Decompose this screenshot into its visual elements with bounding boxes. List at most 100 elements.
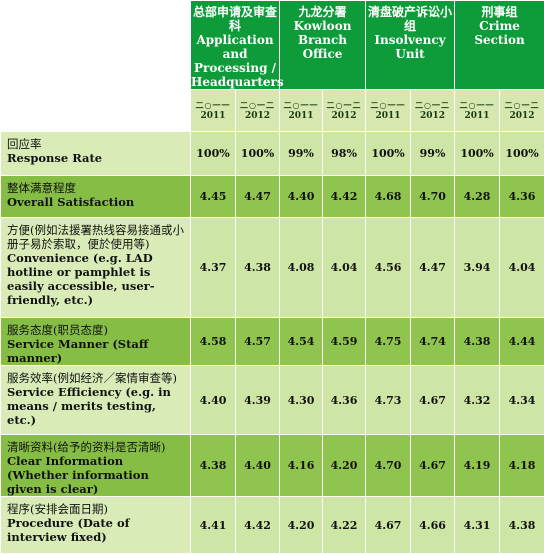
row-label-en: Response Rate — [7, 151, 186, 165]
value-cell: 4.04 — [500, 218, 544, 318]
row-label: 清晰资料(给予的资料是否清晰)Clear Information (Whethe… — [1, 435, 191, 497]
value-cell: 4.19 — [455, 435, 500, 497]
row-label-en: Convenience (e.g. LAD hotline or pamphle… — [7, 251, 186, 307]
year-zh: 二○一一 — [366, 100, 410, 111]
row-label: 服务效率(例如经济／案情审查等)Service Efficiency (e.g.… — [1, 366, 191, 435]
year-zh: 二○一一 — [280, 100, 322, 111]
value-cell: 4.38 — [455, 318, 500, 366]
year-zh: 二○一二 — [500, 100, 544, 111]
year-zh: 二○一一 — [455, 100, 499, 111]
value-cell: 4.45 — [191, 176, 236, 218]
row-label-zh: 整体满意程度 — [7, 181, 186, 195]
row-label-zh: 回应率 — [7, 137, 186, 151]
table-row: 清晰资料(给予的资料是否清晰)Clear Information (Whethe… — [1, 435, 544, 497]
value-cell: 4.16 — [280, 435, 323, 497]
value-cell: 4.68 — [366, 176, 411, 218]
value-cell: 4.37 — [191, 218, 236, 318]
group-zh: 九龙分署 — [280, 5, 365, 19]
row-label-en: Clear Information (Whether information g… — [7, 454, 186, 496]
year-zh: 二○一二 — [236, 100, 279, 111]
row-label-en: Service Manner (Staff manner) — [7, 337, 186, 365]
group-en: Crime Section — [455, 19, 544, 47]
year-num: 2012 — [236, 111, 279, 122]
value-cell: 4.41 — [191, 497, 236, 554]
value-cell: 99% — [280, 132, 323, 176]
value-cell: 4.47 — [411, 218, 455, 318]
value-cell: 4.44 — [500, 318, 544, 366]
row-label-zh: 清晰资料(给予的资料是否清晰) — [7, 440, 186, 454]
value-cell: 4.40 — [191, 366, 236, 435]
row-label-zh: 程序(安排会面日期) — [7, 502, 186, 516]
group-zh: 清盘破产诉讼小组 — [366, 5, 454, 33]
value-cell: 4.40 — [280, 176, 323, 218]
group-header-kowloon: 九龙分署 Kowloon Branch Office — [280, 1, 366, 90]
value-cell: 4.67 — [411, 435, 455, 497]
value-cell: 4.30 — [280, 366, 323, 435]
value-cell: 99% — [411, 132, 455, 176]
value-cell: 4.67 — [411, 366, 455, 435]
row-label: 服务态度(职员态度)Service Manner (Staff manner) — [1, 318, 191, 366]
value-cell: 4.38 — [236, 218, 280, 318]
row-label-zh: 方便(例如法援署热线容易接通或小册子易於索取，便於使用等) — [7, 223, 186, 251]
value-cell: 4.04 — [323, 218, 366, 318]
table-row: 方便(例如法援署热线容易接通或小册子易於索取，便於使用等)Convenience… — [1, 218, 544, 318]
year-num: 2012 — [500, 111, 544, 122]
value-cell: 4.38 — [500, 497, 544, 554]
value-cell: 4.36 — [500, 176, 544, 218]
value-cell: 4.67 — [366, 497, 411, 554]
year-num: 2011 — [366, 111, 410, 122]
table-row: 服务态度(职员态度)Service Manner (Staff manner)4… — [1, 318, 544, 366]
group-en: Kowloon Branch Office — [280, 19, 365, 61]
year-num: 2011 — [280, 111, 322, 122]
year-num: 2012 — [411, 111, 454, 122]
value-cell: 4.22 — [323, 497, 366, 554]
value-cell: 4.31 — [455, 497, 500, 554]
value-cell: 100% — [455, 132, 500, 176]
year-zh: 二○一二 — [323, 100, 365, 111]
group-header-application: 总部申请及审查科 Application and Processing / He… — [191, 1, 280, 90]
value-cell: 4.40 — [236, 435, 280, 497]
value-cell: 4.57 — [236, 318, 280, 366]
value-cell: 4.58 — [191, 318, 236, 366]
value-cell: 4.20 — [323, 435, 366, 497]
value-cell: 4.36 — [323, 366, 366, 435]
value-cell: 4.28 — [455, 176, 500, 218]
year-num: 2011 — [455, 111, 499, 122]
value-cell: 4.66 — [411, 497, 455, 554]
group-zh: 刑事组 — [455, 5, 544, 19]
year-zh: 二○一二 — [411, 100, 454, 111]
row-label-en: Overall Satisfaction — [7, 195, 186, 209]
value-cell: 4.74 — [411, 318, 455, 366]
value-cell: 3.94 — [455, 218, 500, 318]
value-cell: 100% — [366, 132, 411, 176]
value-cell: 4.42 — [323, 176, 366, 218]
value-cell: 4.08 — [280, 218, 323, 318]
table-row: 服务效率(例如经济／案情审查等)Service Efficiency (e.g.… — [1, 366, 544, 435]
group-en: Insolvency Unit — [366, 33, 454, 61]
year-num: 2012 — [323, 111, 365, 122]
value-cell: 100% — [500, 132, 544, 176]
value-cell: 98% — [323, 132, 366, 176]
row-label: 方便(例如法援署热线容易接通或小册子易於索取，便於使用等)Convenience… — [1, 218, 191, 318]
value-cell: 4.54 — [280, 318, 323, 366]
table-row: 程序(安排会面日期)Procedure (Date of interview f… — [1, 497, 544, 554]
value-cell: 4.18 — [500, 435, 544, 497]
corner-cell — [1, 90, 191, 132]
row-label-zh: 服务效率(例如经济／案情审查等) — [7, 371, 186, 385]
value-cell: 4.42 — [236, 497, 280, 554]
row-label: 程序(安排会面日期)Procedure (Date of interview f… — [1, 497, 191, 554]
value-cell: 4.20 — [280, 497, 323, 554]
value-cell: 4.59 — [323, 318, 366, 366]
group-en: Application and Processing / Headquarter… — [191, 33, 279, 89]
value-cell: 4.75 — [366, 318, 411, 366]
value-cell: 4.70 — [366, 435, 411, 497]
